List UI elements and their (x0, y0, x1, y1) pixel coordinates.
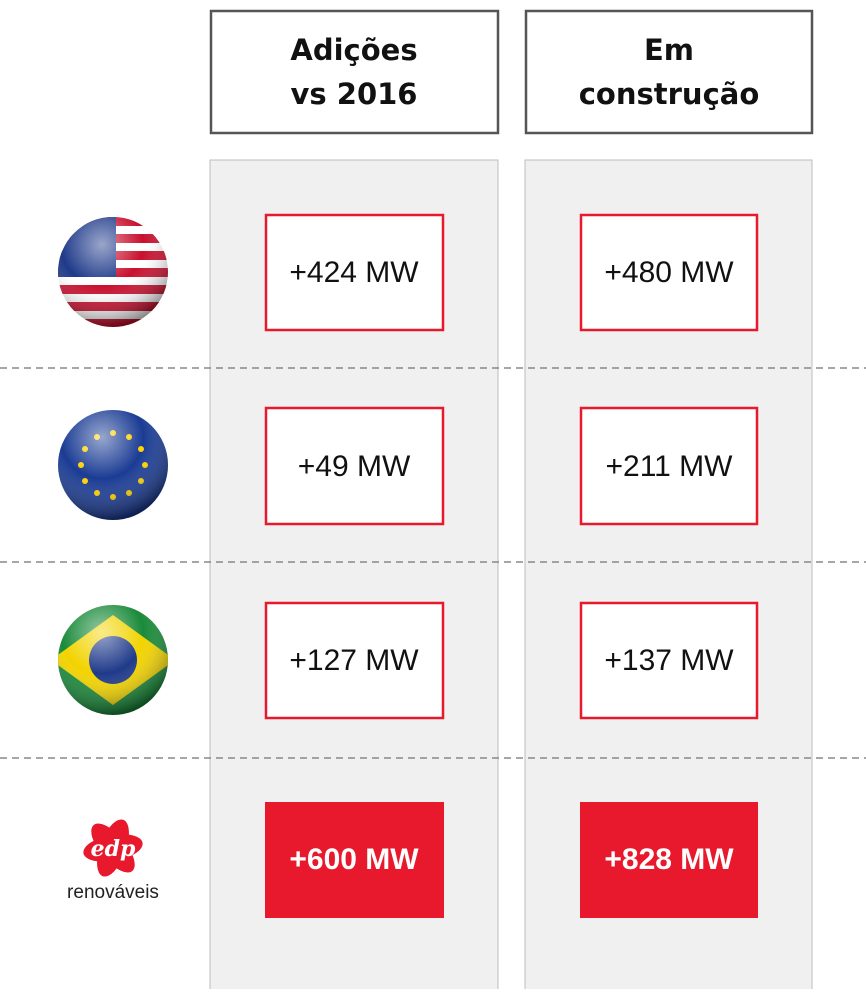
logo-name: renováveis (67, 882, 159, 903)
cell-box (264, 213, 445, 332)
cell-text: +137 MW (604, 644, 734, 677)
flag-eu (58, 410, 168, 520)
header-text: Adições (290, 33, 417, 67)
cell-box (579, 601, 759, 720)
total-box (265, 802, 444, 918)
cell-box (264, 601, 445, 720)
logo-mark: edp (91, 836, 136, 862)
total-text: +828 MW (604, 843, 734, 876)
total-text: +600 MW (289, 843, 419, 876)
cell-text: +127 MW (289, 644, 419, 677)
header-text: vs 2016 (291, 77, 418, 111)
cell-text: +211 MW (606, 450, 734, 483)
cell-box (579, 213, 759, 332)
header-text: Em (644, 33, 694, 67)
flag-br (58, 605, 168, 715)
cell-box (579, 406, 759, 526)
header-box (209, 9, 500, 135)
cell-text: +480 MW (604, 256, 734, 289)
cell-box (264, 406, 445, 526)
logo: edp renováveis (67, 819, 159, 903)
header-box (524, 9, 814, 135)
total-box (580, 802, 758, 918)
cell-text: +424 MW (289, 256, 419, 289)
header-text: construção (579, 77, 760, 111)
flag-us (58, 217, 168, 327)
cell-text: +49 MW (298, 450, 411, 483)
